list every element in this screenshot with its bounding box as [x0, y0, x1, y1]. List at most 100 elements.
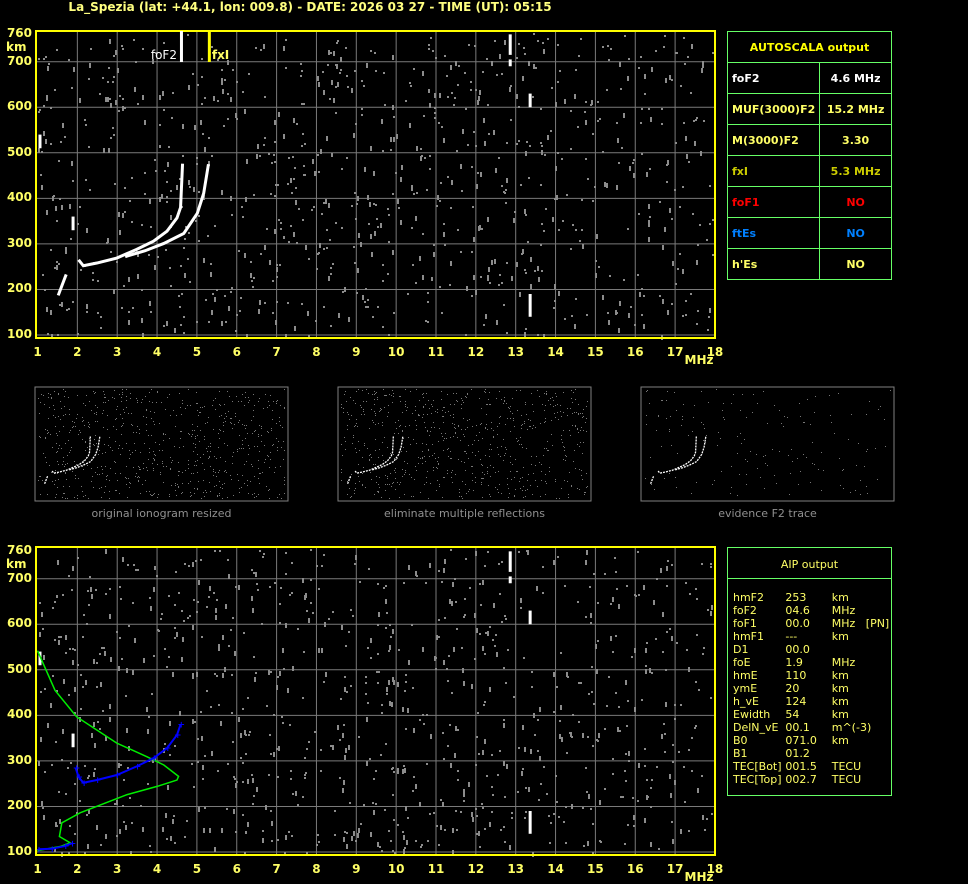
thumbnail-noise	[75, 478, 76, 479]
thumbnail-noise	[469, 419, 470, 420]
thumbnail-noise	[487, 429, 488, 430]
thumbnail-noise	[102, 473, 103, 474]
thumbnail-noise	[126, 389, 127, 390]
noise-dot	[525, 811, 527, 813]
thumbnail-noise	[392, 390, 393, 391]
trace-echo	[528, 811, 532, 834]
thumbnail-noise	[170, 415, 171, 416]
noise-dot	[388, 830, 390, 832]
noise-dot	[530, 284, 532, 289]
noise-dot	[218, 646, 220, 651]
thumbnail-noise	[510, 418, 511, 419]
thumbnail-noise	[63, 493, 64, 494]
thumbnail-noise	[45, 437, 46, 438]
thumbnail-noise	[344, 394, 345, 395]
noise-dot	[360, 823, 362, 825]
noise-dot	[616, 588, 618, 590]
noise-dot	[685, 582, 687, 584]
noise-dot	[201, 58, 203, 60]
noise-dot	[452, 828, 454, 833]
thumbnail-noise	[437, 480, 438, 481]
noise-dot	[427, 301, 429, 303]
noise-dot	[383, 72, 385, 74]
noise-dot	[479, 633, 481, 635]
noise-dot	[559, 720, 561, 722]
noise-dot	[407, 708, 409, 713]
noise-dot	[262, 838, 264, 843]
thumbnail-noise	[402, 412, 403, 413]
noise-dot	[50, 143, 52, 145]
noise-dot	[358, 828, 360, 833]
noise-dot	[662, 299, 664, 304]
thumbnail-noise	[247, 433, 248, 434]
noise-dot	[658, 848, 660, 850]
thumbnail-noise	[218, 433, 219, 434]
thumbnail-noise	[834, 433, 835, 434]
y-tick-label: 400	[6, 190, 32, 205]
noise-dot	[483, 704, 485, 706]
thumbnail-noise	[520, 390, 521, 391]
thumbnail-noise	[194, 465, 195, 466]
y-tick-label: 300	[6, 235, 32, 250]
thumbnail-noise	[121, 434, 122, 435]
noise-dot	[393, 771, 395, 773]
thumbnail-noise	[279, 417, 280, 418]
x-tick-label: 15	[587, 862, 604, 876]
thumbnail-noise	[486, 414, 487, 415]
noise-dot	[231, 712, 233, 714]
noise-dot	[345, 645, 347, 647]
noise-dot	[122, 557, 124, 562]
thumbnail-noise	[737, 453, 738, 454]
thumbnail-noise	[43, 395, 44, 396]
noise-dot	[375, 70, 377, 72]
noise-dot	[478, 96, 480, 101]
noise-dot	[122, 106, 124, 111]
noise-dot	[511, 817, 513, 819]
thumbnail-noise	[269, 467, 270, 468]
thumbnail-trace	[69, 436, 101, 471]
thumbnail-noise	[561, 439, 562, 440]
thumbnail-noise	[500, 456, 501, 457]
thumbnail-noise	[169, 438, 170, 439]
thumbnail-noise	[451, 477, 452, 478]
thumbnail-noise	[448, 448, 449, 449]
noise-dot	[475, 551, 477, 556]
noise-dot	[697, 244, 699, 246]
noise-dot	[315, 171, 317, 173]
thumbnail-noise	[490, 444, 491, 445]
noise-dot	[255, 572, 257, 577]
noise-dot	[431, 277, 433, 279]
point-marker: +	[174, 731, 182, 741]
noise-dot	[242, 708, 244, 710]
noise-dot	[664, 733, 666, 735]
y-axis-unit: km	[6, 557, 27, 572]
thumbnail-noise	[70, 430, 71, 431]
thumbnail-noise	[493, 437, 494, 438]
noise-dot	[84, 765, 86, 767]
noise-dot	[561, 158, 563, 160]
noise-dot	[238, 717, 240, 722]
noise-dot	[442, 802, 444, 807]
autoscala-title: AUTOSCALA output	[727, 31, 892, 63]
noise-dot	[390, 840, 392, 842]
noise-dot	[554, 284, 556, 289]
noise-dot	[262, 830, 264, 832]
thumbnail-noise	[540, 423, 541, 424]
noise-dot	[318, 171, 320, 173]
thumbnail-noise	[398, 433, 399, 434]
noise-dot	[247, 697, 249, 699]
noise-dot	[235, 586, 237, 588]
thumbnail-noise	[210, 491, 211, 492]
noise-dot	[208, 137, 210, 139]
thumbnail-noise	[148, 435, 149, 436]
noise-dot	[486, 58, 488, 60]
thumbnail-noise	[57, 435, 58, 436]
thumbnail-noise	[563, 412, 564, 413]
thumbnail-noise	[514, 495, 515, 496]
thumbnail-noise	[382, 425, 383, 426]
thumbnail-noise	[115, 419, 116, 420]
noise-dot	[505, 682, 507, 684]
noise-dot	[419, 256, 421, 261]
thumbnail-noise	[39, 413, 40, 414]
noise-dot	[123, 285, 125, 287]
